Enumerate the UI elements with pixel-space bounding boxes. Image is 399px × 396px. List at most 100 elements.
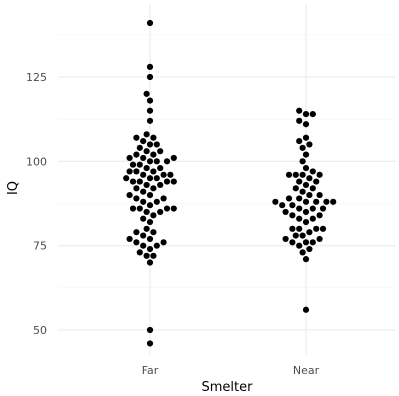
data-point (126, 235, 133, 243)
y-tick-label: 50 (33, 324, 47, 337)
data-point (296, 215, 303, 222)
y-axis-title: IQ (6, 181, 21, 195)
data-point (170, 154, 177, 162)
data-point (279, 202, 286, 209)
data-point (289, 202, 296, 209)
data-point (309, 239, 316, 246)
data-point (143, 164, 150, 172)
data-point (136, 205, 143, 212)
data-point (146, 19, 154, 27)
data-point (157, 181, 164, 189)
data-point (143, 131, 150, 138)
data-point (126, 191, 133, 199)
data-point (306, 175, 313, 182)
data-point (160, 239, 167, 246)
data-point (299, 158, 306, 165)
data-point (316, 235, 323, 243)
data-point (309, 168, 316, 175)
data-point (302, 111, 310, 118)
data-point (146, 63, 154, 70)
data-point (292, 232, 299, 239)
data-point (140, 232, 147, 239)
data-point (146, 245, 154, 253)
data-point (140, 242, 147, 249)
data-point (146, 141, 154, 148)
data-point (146, 107, 154, 114)
data-point (146, 235, 154, 243)
data-point (289, 239, 296, 246)
data-point (153, 242, 160, 249)
data-point (302, 164, 310, 172)
data-point (302, 306, 310, 313)
data-point (292, 185, 299, 192)
data-point (146, 158, 154, 165)
data-point (296, 178, 303, 185)
data-point (302, 239, 310, 246)
x-axis-title: Smelter (202, 380, 254, 395)
data-point (157, 208, 164, 216)
data-point (143, 181, 150, 189)
data-point (170, 205, 177, 212)
data-point (306, 141, 313, 148)
data-point (140, 171, 147, 178)
data-point (153, 141, 160, 148)
data-point (150, 151, 157, 158)
data-point (133, 195, 140, 202)
y-tick-label: 75 (33, 240, 47, 253)
data-point (146, 175, 154, 182)
data-point (302, 218, 310, 226)
data-point (136, 161, 143, 168)
data-point (296, 107, 303, 114)
data-point (129, 161, 137, 168)
data-point (289, 225, 296, 232)
data-point (319, 225, 327, 232)
data-point (150, 134, 157, 141)
data-point (299, 232, 306, 239)
data-point (146, 259, 154, 266)
data-point (146, 73, 154, 81)
data-point (136, 144, 143, 151)
data-point (296, 225, 303, 232)
data-point (299, 171, 306, 178)
data-point (306, 229, 313, 236)
data-point (309, 185, 316, 192)
data-point (282, 208, 289, 216)
data-point (323, 198, 330, 205)
y-tick-label: 125 (26, 71, 47, 84)
y-tick-label: 100 (26, 155, 47, 168)
data-point (140, 154, 147, 162)
data-point (163, 205, 171, 212)
x-tick-label: Far (142, 364, 159, 377)
y-axis-ticks: 50 75 100 125 (26, 71, 47, 337)
data-points (123, 19, 337, 347)
data-point (316, 171, 323, 178)
data-point (289, 212, 296, 219)
data-point (143, 252, 150, 259)
data-point (146, 97, 154, 104)
data-point (140, 137, 147, 145)
data-point (140, 215, 147, 222)
data-point (309, 205, 316, 212)
data-point (163, 178, 171, 185)
data-point (306, 191, 313, 199)
x-axis-ticks: Far Near (142, 364, 320, 377)
data-point (316, 191, 323, 199)
data-point (129, 205, 137, 212)
data-point (150, 168, 157, 175)
data-point (299, 144, 306, 151)
data-point (136, 178, 143, 185)
data-point (309, 215, 316, 222)
data-point (160, 195, 167, 202)
data-point (302, 134, 310, 141)
data-point (302, 181, 310, 189)
data-point (153, 198, 160, 205)
data-point (146, 202, 154, 209)
data-point (126, 154, 133, 162)
data-point (316, 212, 323, 219)
data-point (146, 326, 154, 334)
data-point (140, 198, 147, 205)
data-point (133, 151, 140, 158)
data-point (146, 218, 154, 226)
data-point (143, 90, 150, 97)
